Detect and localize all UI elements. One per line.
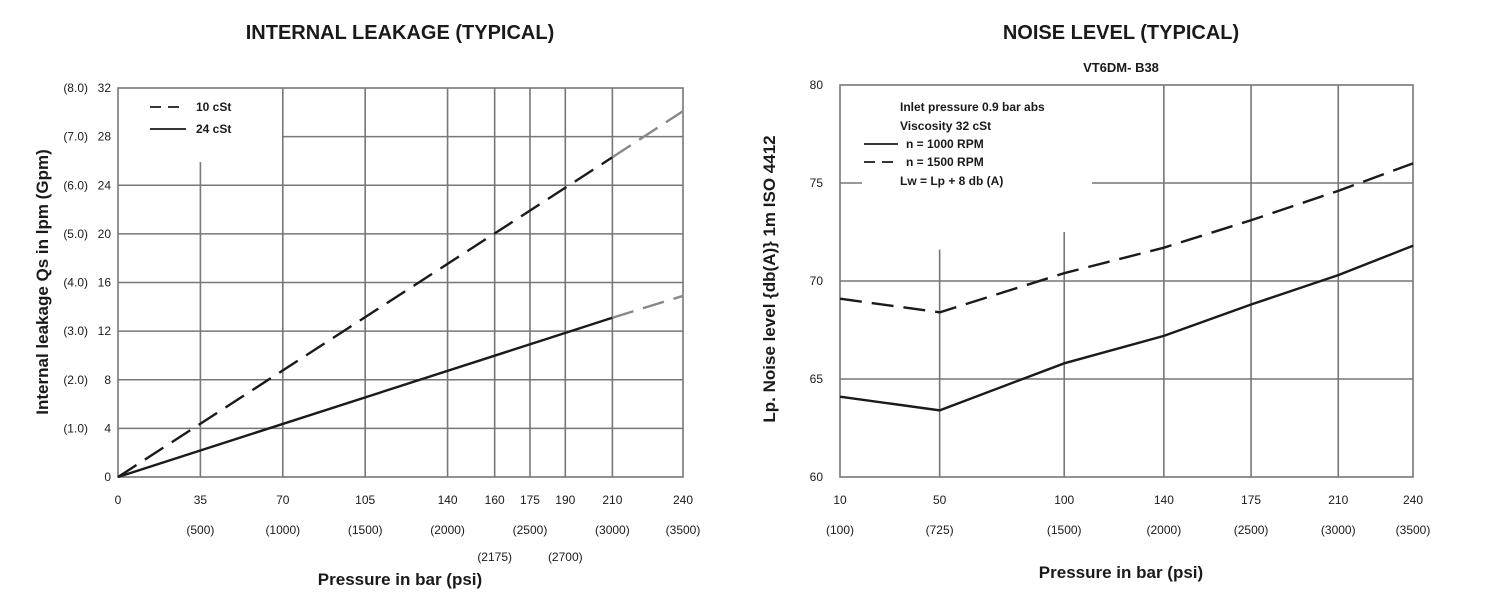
leakage-xtick-160: 160 — [485, 493, 505, 507]
leakage-xtick-210: 210 — [602, 493, 622, 507]
noise-x-axis-label: Pressure in bar (psi) — [1039, 563, 1203, 582]
noise-series — [839, 162, 1414, 412]
leakage-ytick-0: 0 — [104, 470, 111, 484]
leakage-xtick-140: 140 — [438, 493, 458, 507]
noise-xtick-175: 175 — [1241, 493, 1261, 507]
noise-xtick-50: 50 — [933, 493, 947, 507]
noise-xtick-sub-100: (1500) — [1047, 523, 1082, 537]
leakage-ytick-16: 16 — [98, 276, 112, 290]
leakage-xtick-105: 105 — [355, 493, 375, 507]
leakage-xtick-sub-160: (2175) — [477, 550, 512, 564]
leakage-ytick-sub-32: (8.0) — [63, 81, 88, 95]
leakage-xtick-sub-140: (2000) — [430, 523, 465, 537]
noise-series-1-line — [839, 162, 1414, 314]
noise-ticks: 10 (100) 50 (725) 100 (1500) 140 (2000) 175 (2500… — [810, 78, 1431, 537]
leakage-series-1-extension — [612, 294, 684, 319]
leakage-series-1-line — [117, 316, 613, 479]
leakage-chart: INTERNAL LEAKAGE (TYPICAL) Pressure in b… — [33, 22, 700, 589]
legend-1000rpm-label: n = 1000 RPM — [906, 137, 984, 151]
noise-ytick-70: 70 — [810, 274, 824, 288]
noise-y-axis-label: Lp. Noise level {db(A)} 1m ISO 4412 — [760, 135, 779, 422]
leakage-ytick-8: 8 — [104, 373, 111, 387]
leakage-ytick-sub-20: (5.0) — [63, 227, 88, 241]
noise-xtick-10: 10 — [833, 493, 847, 507]
leakage-legend-box — [140, 96, 278, 142]
leakage-ytick-sub-28: (7.0) — [63, 130, 88, 144]
leakage-xtick-0: 0 — [115, 493, 122, 507]
leakage-xtick-sub-240: (3500) — [666, 523, 701, 537]
leakage-ytick-24: 24 — [98, 178, 112, 192]
noise-xtick-240: 240 — [1403, 493, 1423, 507]
leakage-chart-title: INTERNAL LEAKAGE (TYPICAL) — [246, 22, 555, 44]
leakage-x-axis-label: Pressure in bar (psi) — [318, 570, 482, 589]
leakage-ytick-sub-4: (1.0) — [63, 421, 88, 435]
leakage-xtick-sub-175: (2500) — [513, 523, 548, 537]
noise-xtick-sub-240: (3500) — [1396, 523, 1431, 537]
legend-1500rpm-label: n = 1500 RPM — [906, 155, 984, 169]
leakage-ytick-sub-8: (2.0) — [63, 373, 88, 387]
noise-ytick-60: 60 — [810, 470, 824, 484]
noise-xtick-sub-50: (725) — [926, 523, 954, 537]
noise-xtick-140: 140 — [1154, 493, 1174, 507]
leakage-series-0-extension — [611, 110, 684, 159]
noise-xtick-sub-175: (2500) — [1234, 523, 1269, 537]
noise-xtick-210: 210 — [1328, 493, 1348, 507]
leakage-ytick-20: 20 — [98, 227, 112, 241]
leakage-series — [117, 110, 684, 479]
noise-ytick-65: 65 — [810, 372, 824, 386]
leakage-xtick-sub-35: (500) — [186, 523, 214, 537]
leakage-ytick-sub-12: (3.0) — [63, 324, 88, 338]
leakage-xtick-190: 190 — [555, 493, 575, 507]
leakage-grid — [117, 87, 684, 478]
noise-annotation-viscosity: Viscosity 32 cSt — [900, 119, 991, 133]
leakage-xtick-240: 240 — [673, 493, 693, 507]
noise-chart: NOISE LEVEL (TYPICAL) VT6DM- B38 Pressur… — [760, 22, 1430, 582]
leakage-xtick-70: 70 — [276, 493, 290, 507]
leakage-ytick-4: 4 — [104, 421, 111, 435]
noise-annotation-inlet: Inlet pressure 0.9 bar abs — [900, 100, 1045, 114]
noise-chart-subtitle: VT6DM- B38 — [1083, 60, 1159, 75]
leakage-ytick-12: 12 — [98, 324, 112, 338]
leakage-ytick-28: 28 — [98, 130, 112, 144]
noise-xtick-sub-210: (3000) — [1321, 523, 1356, 537]
noise-legend-box — [862, 95, 1092, 193]
noise-annotation-lw: Lw = Lp + 8 db (A) — [900, 174, 1003, 188]
noise-ytick-75: 75 — [810, 176, 824, 190]
legend-24cst-label: 24 cSt — [196, 122, 231, 136]
noise-ytick-80: 80 — [810, 78, 824, 92]
leakage-ticks: 0 35(500)70(1000)105(1500)140(2000)160(21… — [63, 81, 700, 564]
legend-10cst-label: 10 cSt — [196, 100, 231, 114]
leakage-ytick-sub-24: (6.0) — [63, 178, 88, 192]
leakage-xtick-sub-105: (1500) — [348, 523, 383, 537]
noise-chart-title: NOISE LEVEL (TYPICAL) — [1003, 22, 1239, 44]
noise-xtick-sub-140: (2000) — [1147, 523, 1182, 537]
leakage-xtick-35: 35 — [194, 493, 208, 507]
leakage-ytick-32: 32 — [98, 81, 112, 95]
leakage-legend: 10 cSt 24 cSt — [140, 96, 278, 142]
noise-legend: Inlet pressure 0.9 bar abs Viscosity 32 … — [862, 95, 1092, 193]
leakage-xtick-175: 175 — [520, 493, 540, 507]
leakage-series-0-line — [117, 156, 614, 479]
leakage-xtick-sub-70: (1000) — [265, 523, 300, 537]
noise-xtick-100: 100 — [1054, 493, 1074, 507]
leakage-xtick-sub-190: (2700) — [548, 550, 583, 564]
leakage-y-axis-label: Internal leakage Qs in lpm (Gpm) — [33, 149, 52, 414]
leakage-ytick-sub-16: (4.0) — [63, 276, 88, 290]
noise-series-0-line — [839, 244, 1414, 412]
leakage-xtick-sub-210: (3000) — [595, 523, 630, 537]
noise-xtick-sub-10: (100) — [826, 523, 854, 537]
